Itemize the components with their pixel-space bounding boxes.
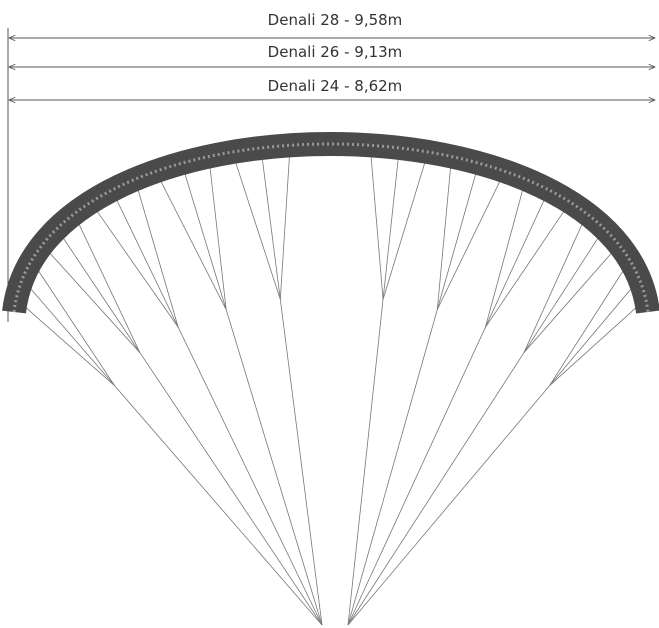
suspension-line — [549, 301, 643, 385]
suspension-line — [524, 251, 614, 353]
suspension-line — [485, 211, 564, 328]
suspension-line — [348, 327, 485, 625]
suspension-line — [524, 223, 583, 353]
suspension-line — [62, 236, 140, 353]
suspension-line — [185, 174, 226, 309]
suspension-line — [437, 168, 450, 309]
suspension-line — [236, 163, 280, 299]
page: Denali 28 - 9,58m Denali 26 - 9,13m Dena… — [0, 0, 659, 628]
suspension-line — [262, 160, 280, 300]
suspension-line — [48, 251, 140, 353]
suspension-line — [78, 223, 140, 353]
suspension-line — [383, 163, 425, 299]
suspension-line — [348, 310, 437, 625]
suspension-line — [97, 211, 179, 328]
suspension-line — [549, 266, 626, 385]
suspension-line — [348, 299, 383, 625]
suspension-line — [26, 283, 115, 386]
suspension-line — [348, 353, 524, 625]
suspension-line — [348, 386, 549, 625]
suspension-line — [178, 327, 322, 625]
dimension-label: Denali 28 - 9,58m — [268, 11, 403, 29]
suspension-line — [115, 386, 322, 625]
suspension-line — [549, 283, 635, 386]
diagram: Denali 28 - 9,58m Denali 26 - 9,13m Dena… — [0, 0, 659, 628]
suspension-line — [280, 299, 322, 625]
dimension-label: Denali 24 - 8,62m — [268, 77, 403, 95]
suspension-line — [138, 190, 178, 327]
suspension-line — [280, 157, 289, 299]
suspension-line — [371, 157, 383, 299]
suspension-line — [210, 168, 226, 309]
suspension-line — [161, 182, 226, 310]
suspension-line — [140, 353, 322, 625]
dimension-label: Denali 26 - 9,13m — [268, 43, 403, 61]
suspension-line — [383, 160, 398, 300]
rigging — [19, 157, 643, 625]
suspension-line — [117, 200, 179, 328]
suspension-line — [226, 310, 322, 625]
